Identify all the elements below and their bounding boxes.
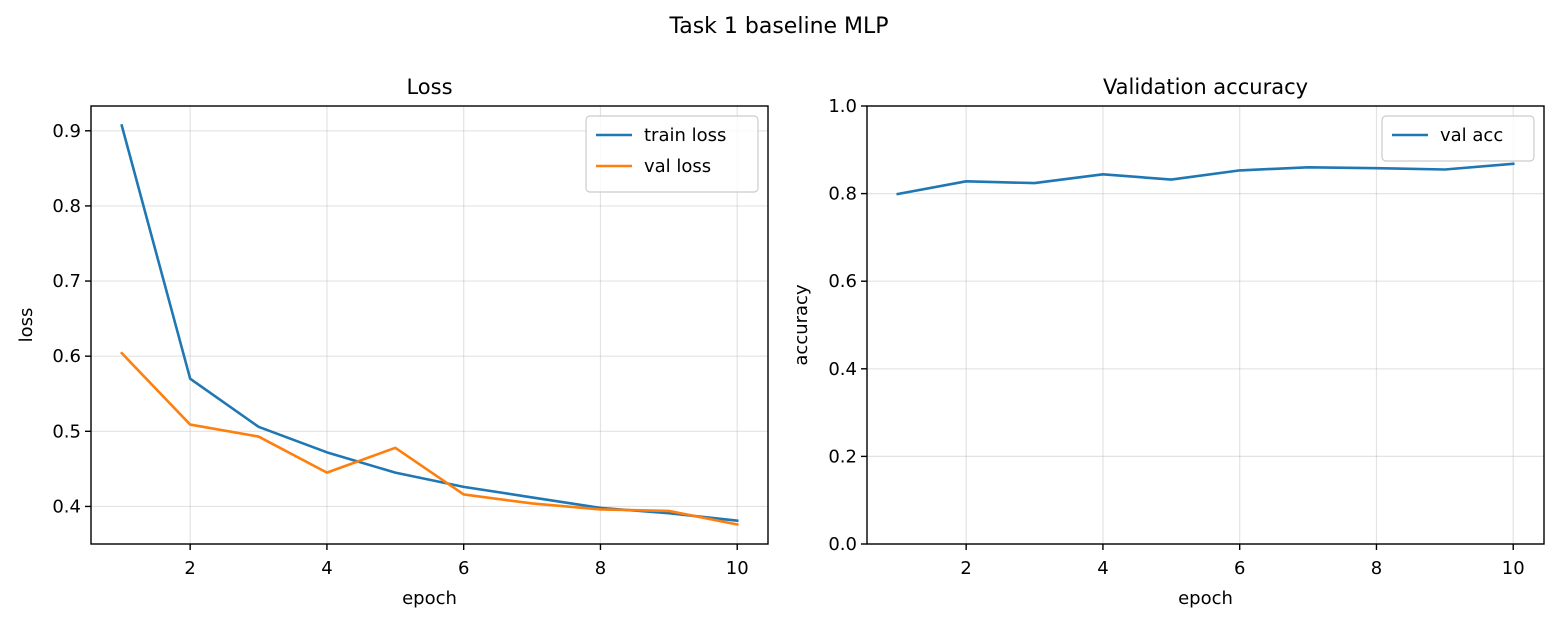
accuracy-panel: 2 4 6 8 10 0.0 0.2 0.4 0.6 0.8 1.0 Validation accur… (791, 75, 1545, 609)
x-tick-label: 2 (960, 558, 971, 579)
y-axis-label: loss (16, 308, 37, 343)
legend-box (1381, 115, 1535, 162)
y-tick-label: 0.8 (828, 184, 857, 205)
x-tick-label: 6 (1234, 558, 1245, 579)
x-tick-label: 8 (595, 558, 606, 579)
y-tick-label: 0.6 (828, 271, 857, 292)
y-tick-label: 0.9 (52, 121, 81, 142)
x-tick-label: 4 (321, 558, 332, 579)
y-tick-label: 0.4 (828, 359, 857, 380)
series-line-val-loss (119, 351, 739, 526)
legend-label: val loss (644, 156, 711, 177)
loss-panel: 2 4 6 8 10 0.4 0.5 0.6 0.7 0.8 0.9 Loss epoch loss tra… (16, 75, 769, 609)
y-axis-label: accuracy (791, 284, 812, 366)
x-tick-label: 10 (726, 558, 749, 579)
y-tick-label: 0.2 (828, 446, 857, 467)
x-tick-label: 2 (184, 558, 195, 579)
x-tick-label: 4 (1097, 558, 1108, 579)
axes-frame (866, 105, 1545, 545)
axes-title: Loss (406, 75, 452, 99)
axes-title: Validation accuracy (1103, 75, 1308, 99)
y-tick-label: 0.7 (52, 271, 81, 292)
y-tick-label: 0.5 (52, 421, 81, 442)
x-axis-label: epoch (1178, 588, 1233, 609)
y-tick-label: 0.8 (52, 196, 81, 217)
x-tick-label: 8 (1371, 558, 1382, 579)
x-axis-label: epoch (402, 588, 457, 609)
series-line-val-acc (896, 162, 1515, 196)
y-tick-label: 0.6 (52, 346, 81, 367)
legend-label: train loss (644, 125, 726, 146)
legend-label: val acc (1440, 125, 1503, 146)
y-tick-label: 0.4 (52, 496, 81, 517)
y-tick-label: 1.0 (828, 96, 857, 117)
y-tick-label: 0.0 (828, 534, 857, 555)
figure-suptitle: Task 1 baseline MLP (668, 14, 888, 39)
axes-frame (90, 105, 769, 545)
x-tick-label: 6 (458, 558, 469, 579)
x-tick-label: 10 (1502, 558, 1525, 579)
